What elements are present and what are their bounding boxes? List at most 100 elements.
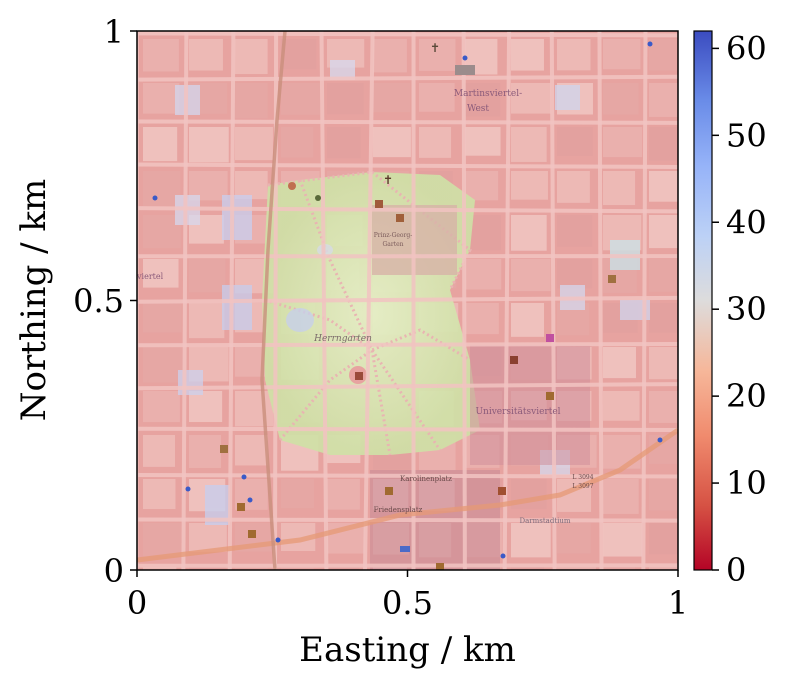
city-block — [189, 435, 222, 468]
colorbar-tick-label: 20 — [726, 377, 767, 415]
city-block — [649, 259, 678, 292]
city-block — [235, 83, 268, 119]
street — [227, 31, 236, 570]
map-labels: Martinsviertel- West Herrngarten Prinz-G… — [137, 89, 594, 525]
city-block — [235, 567, 268, 570]
street — [137, 295, 678, 304]
poi-icon — [248, 530, 256, 538]
city-block — [281, 83, 321, 115]
bus-stop-icon — [462, 55, 468, 61]
label-friedensplatz: Friedensplatz — [374, 506, 423, 514]
major-road — [137, 427, 678, 563]
y-axis-label: Northing / km — [14, 179, 54, 421]
museum-icon — [375, 200, 383, 208]
city-block — [235, 435, 268, 466]
bus-stop-icon — [657, 437, 663, 443]
street — [502, 31, 512, 570]
city-block — [235, 127, 273, 161]
poi-markers: ✝ ✝ — [152, 41, 663, 570]
street — [549, 31, 557, 570]
city-block — [143, 171, 181, 206]
colorbar-tick-label: 50 — [726, 116, 767, 154]
poi-icon — [220, 445, 228, 453]
city-block — [373, 127, 411, 158]
colorbar-tick-label: 0 — [726, 551, 746, 589]
city-block — [143, 479, 176, 510]
city-block — [143, 303, 182, 333]
city-block — [143, 127, 178, 162]
city-block — [281, 39, 317, 70]
street — [137, 517, 678, 523]
poi-icon — [355, 372, 363, 380]
poi-icon — [546, 392, 554, 400]
city-block — [143, 215, 181, 249]
city-block — [373, 39, 407, 73]
street — [641, 31, 648, 570]
high-value-zones — [175, 60, 650, 525]
city-block — [557, 523, 591, 554]
bus-stop-icon — [500, 553, 506, 559]
street — [181, 31, 189, 570]
y-tick-label: 0 — [104, 552, 124, 590]
poi-icon — [288, 182, 296, 190]
label-park: Herrngarten — [313, 334, 372, 344]
city-block — [327, 567, 360, 570]
label-garden: Prinz-Georg- — [374, 232, 413, 239]
park-path — [298, 179, 442, 451]
city-block — [511, 39, 544, 71]
city-block — [373, 83, 411, 113]
bus-stop-icon — [647, 41, 653, 47]
street — [137, 31, 678, 38]
church-icon: ✝ — [430, 41, 440, 55]
city-block — [557, 39, 591, 71]
city-block — [603, 127, 643, 158]
city-block — [235, 39, 268, 75]
city-block — [511, 303, 545, 337]
building-marker — [455, 65, 475, 75]
city-block — [327, 479, 360, 510]
y-axis: 0 0.5 1 Northing / km — [14, 13, 137, 590]
city-block — [143, 523, 182, 557]
city-block — [143, 435, 176, 467]
city-block — [327, 83, 364, 115]
city-block — [649, 83, 678, 117]
city-block — [649, 347, 678, 380]
city-block — [603, 479, 639, 514]
city-block — [189, 127, 229, 163]
city-block — [143, 83, 180, 114]
museum-icon — [608, 275, 616, 283]
label-district-north-2: West — [467, 104, 489, 114]
city-block — [189, 567, 226, 570]
street — [137, 162, 678, 169]
street-network — [137, 31, 678, 570]
city-block — [557, 567, 596, 570]
city-block — [649, 303, 678, 333]
city-block — [465, 567, 501, 570]
colorbar: 0 10 20 30 40 50 60 — [693, 29, 767, 589]
street — [461, 31, 467, 570]
label-university: Universitätsviertel — [475, 407, 560, 417]
bus-stop-icon — [241, 474, 247, 480]
city-block — [649, 479, 678, 511]
city-block — [465, 303, 499, 335]
street — [363, 31, 375, 570]
poi-icon — [510, 356, 518, 364]
y-tick-label: 1 — [104, 13, 124, 51]
bus-stop-icon — [152, 195, 158, 201]
city-block — [649, 215, 678, 249]
city-block — [649, 39, 678, 71]
city-block — [419, 39, 456, 71]
city-block — [511, 215, 547, 251]
street — [319, 31, 329, 570]
city-block — [557, 127, 593, 157]
city-block — [603, 39, 641, 70]
museum-icon — [396, 214, 404, 222]
city-block — [603, 567, 636, 570]
label-road-ref-2: L 3097 — [572, 483, 593, 490]
city-block — [557, 171, 590, 203]
city-block — [603, 171, 636, 206]
street — [272, 31, 279, 570]
bus-stop-icon — [185, 486, 191, 492]
city-block — [557, 259, 593, 289]
